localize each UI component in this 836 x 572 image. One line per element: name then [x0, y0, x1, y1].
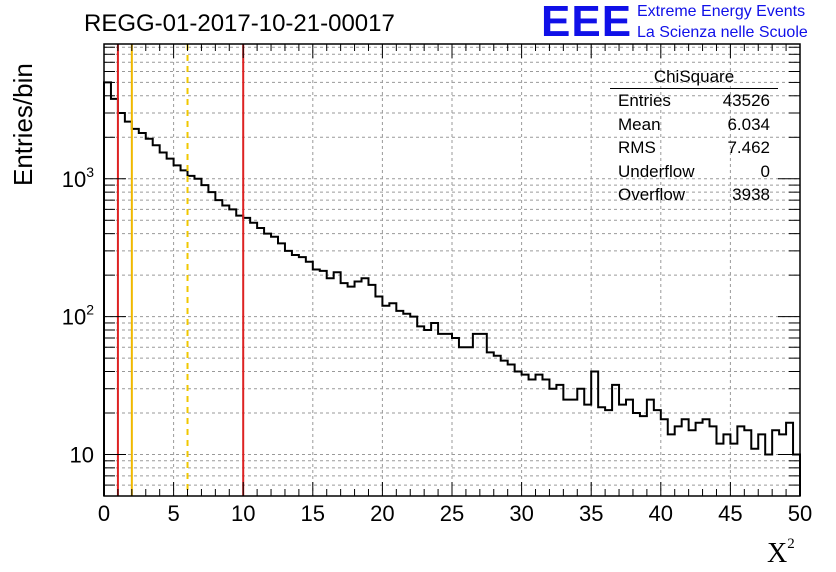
eee-logo: EEE: [541, 0, 633, 46]
stats-row-entries: Entries 43526: [610, 89, 778, 113]
y-tick-label: 10: [70, 443, 94, 468]
x-axis-title-exponent: 2: [787, 536, 795, 552]
stats-row-mean: Mean 6.034: [610, 113, 778, 137]
x-tick-label: 45: [718, 501, 742, 526]
logo-subtitle-line1: Extreme Energy Events: [637, 3, 806, 20]
x-axis-title-base: X: [767, 538, 788, 569]
chart-title: REGG-01-2017-10-21-00017: [84, 10, 395, 37]
histogram-series: [103, 81, 801, 496]
x-tick-label: 25: [440, 501, 464, 526]
x-tick-label: 0: [98, 501, 110, 526]
x-tick-label: 10: [231, 501, 255, 526]
axis-ticks: [103, 44, 801, 497]
histogram-line: [103, 81, 801, 496]
x-tick-label: 35: [579, 501, 603, 526]
x-tick-label: 5: [167, 501, 179, 526]
stats-label: Overflow: [618, 185, 686, 204]
stats-label: Entries: [618, 91, 671, 110]
x-axis-title: X2: [767, 536, 795, 570]
y-tick-label: 103: [62, 164, 94, 192]
stats-row-rms: RMS 7.462: [610, 136, 778, 160]
reference-lines: [116, 44, 245, 496]
stats-row-underflow: Underflow 0: [610, 160, 778, 184]
x-tick-label: 15: [301, 501, 325, 526]
x-tick-label: 40: [649, 501, 673, 526]
x-tick-label: 20: [370, 501, 394, 526]
tick-labels: 0 5 10 15 20 25 30 35 40 45 50 10 102 103: [62, 164, 813, 526]
stats-row-overflow: Overflow 3938: [610, 183, 778, 207]
stats-label: RMS: [618, 138, 656, 157]
stats-value: 6.034: [727, 114, 770, 134]
logo-subtitle-line2: La Scienza nelle Scuole: [637, 24, 808, 41]
stats-value: 43526: [722, 91, 770, 110]
stats-value: 3938: [732, 185, 770, 204]
x-tick-label: 30: [509, 501, 533, 526]
stats-box: ChiSquare Entries 43526 Mean 6.034 RMS 7.46…: [610, 66, 778, 207]
x-tick-label: 50: [788, 501, 812, 526]
stats-title: ChiSquare: [610, 66, 778, 89]
y-axis-title: Entries/bin: [8, 63, 38, 186]
y-tick-label: 102: [62, 302, 94, 330]
stats-value: 7.462: [727, 138, 770, 157]
stats-label: Underflow: [618, 161, 695, 181]
stats-value: 0: [760, 161, 770, 181]
stats-label: Mean: [618, 114, 661, 134]
